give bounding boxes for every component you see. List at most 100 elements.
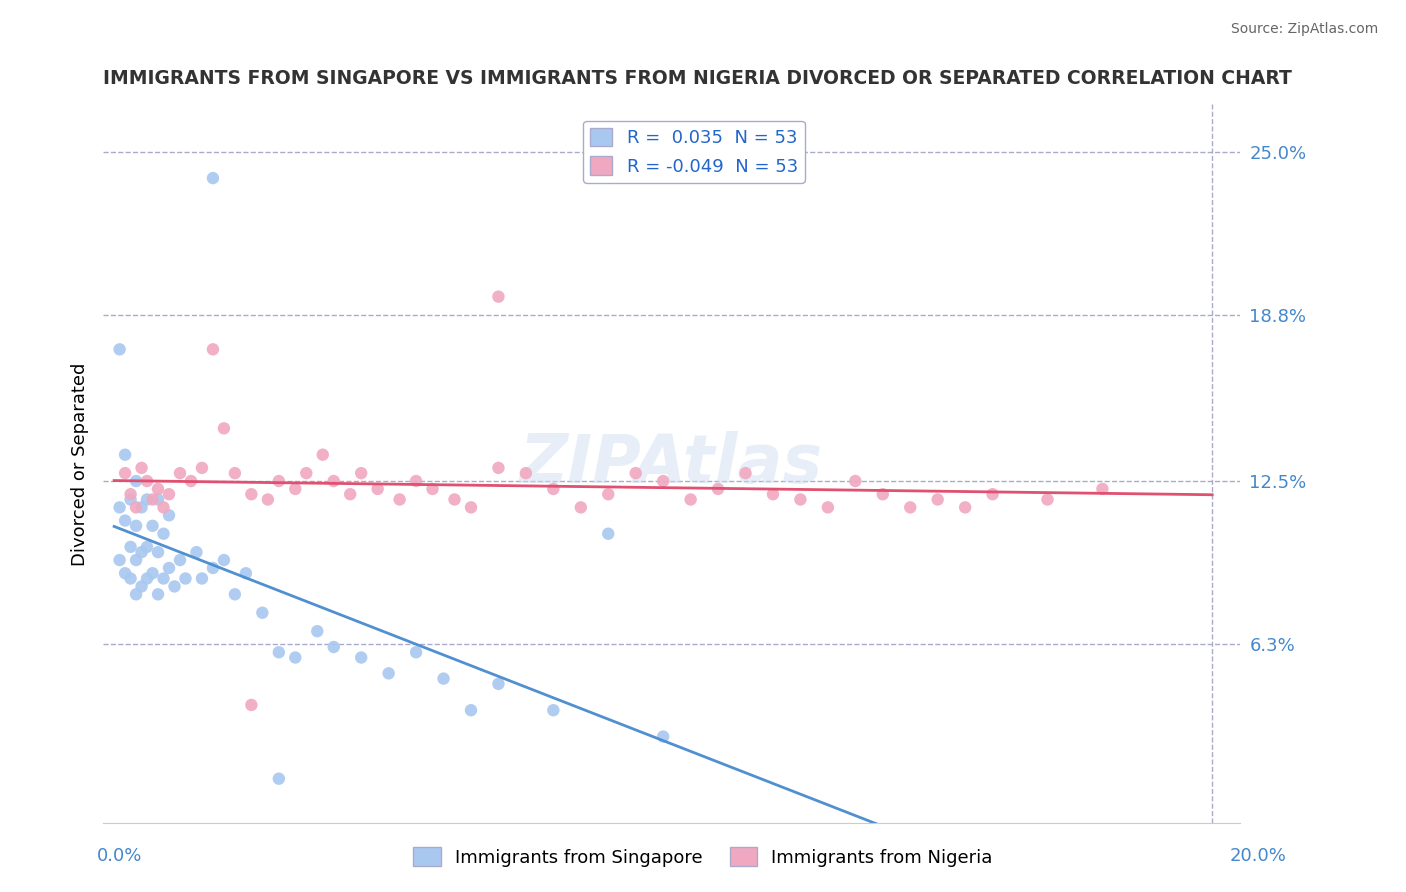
Point [367,482,389,496]
Text: 20.0%: 20.0% [1230,847,1286,865]
Point [201,343,224,357]
Point [240,698,263,712]
Point [405,645,427,659]
Point [141,492,163,507]
Point [762,487,785,501]
Point [136,492,159,507]
Point [146,482,169,496]
Point [235,566,257,581]
Text: Source: ZipAtlas.com: Source: ZipAtlas.com [1230,22,1378,37]
Point [817,500,839,515]
Point [1036,492,1059,507]
Point [267,474,290,488]
Point [981,487,1004,501]
Point [136,540,159,554]
Point [422,482,444,496]
Point [212,421,235,435]
Point [169,553,191,567]
Point [339,487,361,501]
Point [953,500,976,515]
Point [131,500,153,515]
Point [543,703,565,717]
Point [152,526,174,541]
Point [163,579,186,593]
Point [191,572,214,586]
Point [388,492,411,507]
Point [322,474,344,488]
Point [405,474,427,488]
Point [543,482,565,496]
Point [284,482,307,496]
Text: 0.0%: 0.0% [97,847,142,865]
Point [141,566,163,581]
Point [125,500,148,515]
Point [307,624,329,639]
Point [460,500,482,515]
Point [350,650,373,665]
Point [131,461,153,475]
Point [108,343,131,357]
Point [488,677,510,691]
Point [169,466,191,480]
Point [114,448,136,462]
Legend: R =  0.035  N = 53, R = -0.049  N = 53: R = 0.035 N = 53, R = -0.049 N = 53 [583,120,806,183]
Point [120,492,142,507]
Point [257,492,280,507]
Point [108,553,131,567]
Point [120,572,142,586]
Point [598,526,620,541]
Point [191,461,214,475]
Point [267,772,290,786]
Point [224,466,246,480]
Text: IMMIGRANTS FROM SINGAPORE VS IMMIGRANTS FROM NIGERIA DIVORCED OR SEPARATED CORRE: IMMIGRANTS FROM SINGAPORE VS IMMIGRANTS … [103,69,1292,87]
Point [201,171,224,186]
Point [125,474,148,488]
Point [114,514,136,528]
Point [898,500,921,515]
Point [125,587,148,601]
Point [322,640,344,654]
Point [146,587,169,601]
Legend: Immigrants from Singapore, Immigrants from Nigeria: Immigrants from Singapore, Immigrants fr… [406,840,1000,874]
Point [131,545,153,559]
Point [157,487,180,501]
Point [152,572,174,586]
Point [174,572,197,586]
Point [120,487,142,501]
Point [252,606,274,620]
Point [432,672,454,686]
Point [460,703,482,717]
Point [114,466,136,480]
Y-axis label: Divorced or Separated: Divorced or Separated [72,362,89,566]
Point [734,466,756,480]
Point [120,540,142,554]
Point [114,566,136,581]
Point [1091,482,1114,496]
Point [108,500,131,515]
Point [224,587,246,601]
Text: ZIPAtlas: ZIPAtlas [520,431,823,497]
Point [186,545,208,559]
Point [180,474,202,488]
Point [789,492,811,507]
Point [652,474,675,488]
Point [312,448,335,462]
Point [267,645,290,659]
Point [295,466,318,480]
Point [146,492,169,507]
Point [152,500,174,515]
Point [201,561,224,575]
Point [136,474,159,488]
Point [350,466,373,480]
Point [146,545,169,559]
Point [488,290,510,304]
Point [488,461,510,475]
Point [679,492,702,507]
Point [598,487,620,501]
Point [240,487,263,501]
Point [624,466,647,480]
Point [284,650,307,665]
Point [157,508,180,523]
Point [515,466,537,480]
Point [927,492,949,507]
